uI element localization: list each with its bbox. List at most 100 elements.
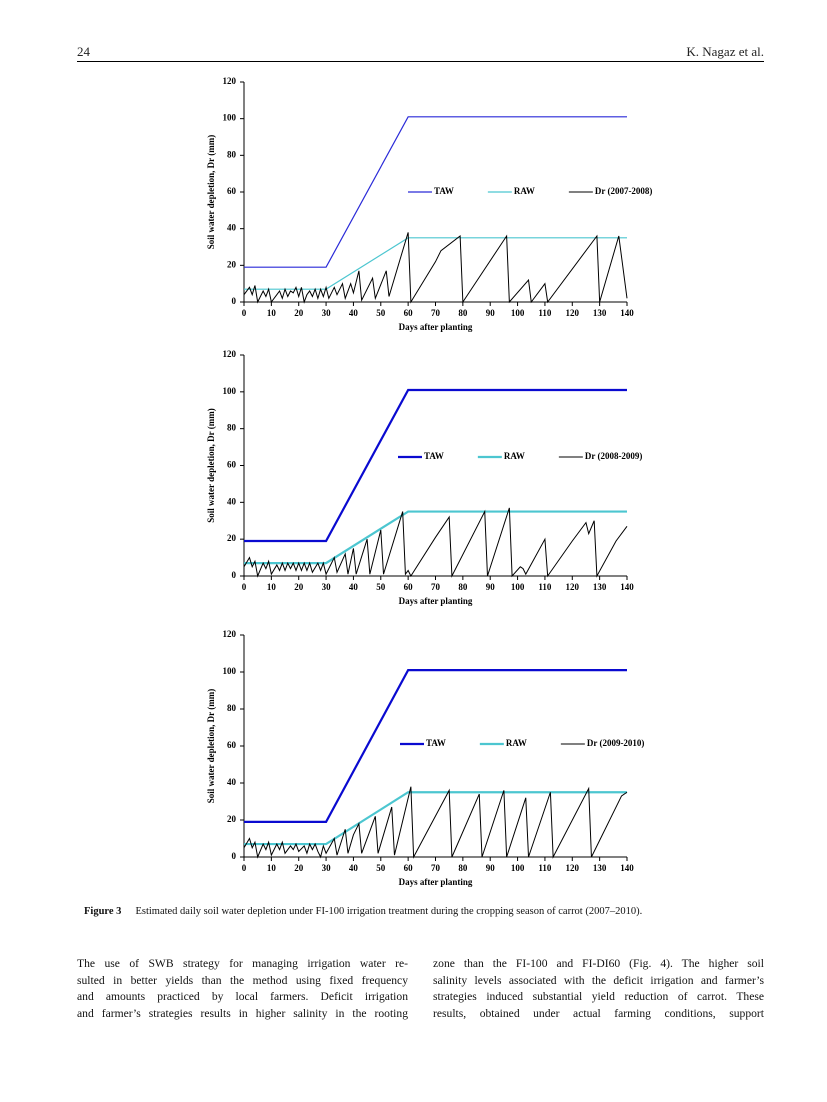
x-tick-label: 90 — [486, 582, 496, 592]
text-line: sulted in better yields than the method … — [77, 973, 408, 987]
data-line — [243, 232, 628, 304]
x-tick-label: 40 — [349, 308, 359, 318]
y-tick-label: 80 — [227, 423, 237, 433]
x-tick-label: 10 — [267, 582, 277, 592]
chart: 0 20 40 60 80 100 120 0 10 20 30 40 50 60 70 80 90 100 110… — [206, 349, 643, 606]
x-tick-label: 70 — [431, 308, 441, 318]
x-axis-label: Days after planting — [399, 877, 473, 887]
x-tick-label: 50 — [376, 308, 386, 318]
y-tick-label: 40 — [227, 223, 237, 233]
x-tick-label: 50 — [376, 863, 386, 873]
x-tick-label: 120 — [566, 308, 580, 318]
y-tick-label: 20 — [227, 814, 237, 824]
x-tick-label: 120 — [566, 582, 580, 592]
x-tick-label: 70 — [431, 863, 441, 873]
y-tick-label: 100 — [223, 666, 237, 676]
x-tick-label: 70 — [431, 582, 441, 592]
data-line — [243, 786, 628, 859]
text-line: The use of SWB strategy for managing irr… — [77, 957, 408, 970]
y-axis-label: Soil water depletion, Dr (mm) — [206, 135, 216, 249]
left-column: The use of SWB strategy for managing irr… — [77, 956, 408, 1022]
data-line — [244, 669, 627, 823]
y-tick-label: 40 — [227, 777, 237, 787]
legend-label: TAW — [426, 738, 446, 748]
text-line: and farmer’s strategies results in highe… — [77, 1006, 408, 1020]
y-tick-label: 60 — [227, 186, 237, 196]
y-tick-label: 80 — [227, 703, 237, 713]
figure-caption: Figure 3 Estimated daily soil water deple… — [84, 906, 642, 917]
y-tick-label: 120 — [223, 349, 237, 359]
x-tick-label: 60 — [404, 863, 414, 873]
y-tick-label: 100 — [223, 386, 237, 396]
legend-label: TAW — [434, 186, 454, 196]
right-column: zone than the FI-100 and FI-DI60 (Fig. 4… — [433, 956, 764, 1022]
y-tick-label: 120 — [223, 76, 237, 86]
text-line: and amounts practiced by local farmers. … — [77, 990, 408, 1004]
text-line: strategies induced substantial yield red… — [433, 990, 764, 1004]
y-axis-label: Soil water depletion, Dr (mm) — [206, 689, 216, 803]
x-tick-label: 110 — [538, 308, 552, 318]
text-line: zone than the FI-100 and FI-DI60 (Fig. 4… — [433, 957, 764, 970]
caption-label: Figure 3 — [84, 906, 122, 917]
caption-text: Estimated daily soil water depletion und… — [135, 906, 643, 917]
data-line — [244, 116, 627, 268]
data-line — [244, 510, 627, 565]
x-tick-label: 20 — [294, 308, 304, 318]
y-axis-label: Soil water depletion, Dr (mm) — [206, 408, 216, 522]
data-line — [244, 791, 627, 846]
x-tick-label: 0 — [242, 582, 247, 592]
running-head: K. Nagaz et al. — [686, 44, 764, 59]
x-tick-label: 30 — [322, 308, 332, 318]
x-tick-label: 90 — [486, 308, 496, 318]
x-tick-label: 100 — [511, 863, 525, 873]
legend-label: Dr (2007-2008) — [595, 186, 653, 196]
y-tick-label: 0 — [232, 851, 237, 861]
x-tick-label: 140 — [620, 863, 634, 873]
x-tick-label: 20 — [294, 863, 304, 873]
x-tick-label: 10 — [267, 308, 277, 318]
y-tick-label: 120 — [223, 629, 237, 639]
x-tick-label: 130 — [593, 582, 607, 592]
legend-label: TAW — [424, 451, 444, 461]
x-axis-label: Days after planting — [399, 596, 473, 606]
text-line: results, obtained under actual farming c… — [433, 1006, 764, 1020]
page-number: 24 — [77, 44, 90, 59]
chart: 0 20 40 60 80 100 120 0 10 20 30 40 50 60 70 80 90 100 110… — [206, 629, 644, 887]
y-tick-label: 40 — [227, 496, 237, 506]
x-tick-label: 80 — [458, 863, 468, 873]
x-tick-label: 130 — [593, 308, 607, 318]
x-tick-label: 110 — [538, 582, 552, 592]
x-tick-label: 0 — [242, 308, 247, 318]
x-tick-label: 60 — [404, 582, 414, 592]
header-rule — [77, 61, 764, 62]
x-tick-label: 110 — [538, 863, 552, 873]
chart: 0 20 40 60 80 100 120 0 10 20 30 40 50 60 70 80 90 100 110… — [206, 76, 653, 332]
x-tick-label: 130 — [593, 863, 607, 873]
x-tick-label: 120 — [566, 863, 580, 873]
legend-label: Dr (2008-2009) — [585, 451, 643, 461]
x-tick-label: 140 — [620, 308, 634, 318]
y-tick-label: 20 — [227, 259, 237, 269]
x-tick-label: 10 — [267, 863, 277, 873]
x-tick-label: 80 — [458, 308, 468, 318]
legend-label: RAW — [506, 738, 527, 748]
y-tick-label: 60 — [227, 460, 237, 470]
x-tick-label: 40 — [349, 863, 359, 873]
y-tick-label: 80 — [227, 149, 237, 159]
x-tick-label: 50 — [376, 582, 386, 592]
y-tick-label: 20 — [227, 533, 237, 543]
x-tick-label: 100 — [511, 582, 525, 592]
x-tick-label: 90 — [486, 863, 496, 873]
data-line — [244, 388, 627, 543]
text-line: salinity levels associated with the defi… — [433, 973, 764, 987]
x-tick-label: 0 — [242, 863, 247, 873]
y-tick-label: 0 — [232, 570, 237, 580]
y-tick-label: 100 — [223, 113, 237, 123]
y-tick-label: 0 — [232, 296, 237, 306]
x-tick-label: 20 — [294, 582, 304, 592]
x-tick-label: 30 — [322, 582, 332, 592]
x-tick-label: 80 — [458, 582, 468, 592]
x-tick-label: 30 — [322, 863, 332, 873]
x-tick-label: 100 — [511, 308, 525, 318]
